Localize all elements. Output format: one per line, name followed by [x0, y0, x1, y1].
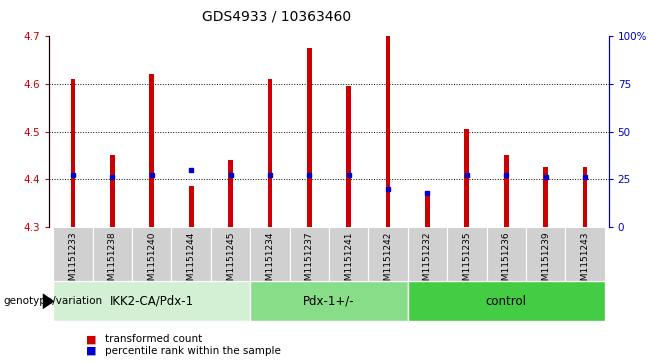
Text: GSM1151239: GSM1151239: [541, 231, 550, 292]
Text: GSM1151233: GSM1151233: [68, 231, 78, 292]
Text: GSM1151234: GSM1151234: [265, 231, 274, 292]
Bar: [465, 129, 469, 227]
Text: GSM1151242: GSM1151242: [384, 231, 393, 291]
Bar: [189, 186, 193, 227]
Bar: [53, 281, 250, 321]
Bar: [486, 227, 526, 281]
Text: GSM1151240: GSM1151240: [147, 231, 156, 292]
Bar: [307, 48, 312, 227]
Bar: [329, 227, 368, 281]
Text: GSM1151237: GSM1151237: [305, 231, 314, 292]
Bar: [425, 191, 430, 227]
Text: GSM1151245: GSM1151245: [226, 231, 235, 292]
Bar: [110, 155, 114, 227]
Text: percentile rank within the sample: percentile rank within the sample: [105, 346, 281, 356]
Bar: [211, 227, 250, 281]
Bar: [250, 281, 408, 321]
Bar: [408, 281, 605, 321]
Bar: [290, 227, 329, 281]
Bar: [172, 227, 211, 281]
Text: ■: ■: [86, 346, 96, 356]
Text: Pdx-1+/-: Pdx-1+/-: [303, 295, 355, 308]
Bar: [565, 227, 605, 281]
Bar: [544, 167, 548, 227]
Bar: [250, 227, 290, 281]
Text: GDS4933 / 10363460: GDS4933 / 10363460: [202, 9, 351, 23]
Polygon shape: [43, 293, 55, 309]
Text: ■: ■: [86, 334, 96, 344]
Bar: [228, 160, 233, 227]
Text: GSM1151238: GSM1151238: [108, 231, 117, 292]
Bar: [447, 227, 486, 281]
Bar: [408, 227, 447, 281]
Bar: [582, 167, 588, 227]
Bar: [149, 74, 154, 227]
Text: GSM1151243: GSM1151243: [580, 231, 590, 292]
Bar: [53, 227, 93, 281]
Bar: [70, 79, 76, 227]
Text: GSM1151235: GSM1151235: [463, 231, 471, 292]
Bar: [504, 155, 509, 227]
Bar: [346, 86, 351, 227]
Text: genotype/variation: genotype/variation: [3, 296, 103, 306]
Bar: [268, 79, 272, 227]
Bar: [132, 227, 172, 281]
Bar: [386, 36, 390, 227]
Text: GSM1151236: GSM1151236: [502, 231, 511, 292]
Text: GSM1151232: GSM1151232: [423, 231, 432, 292]
Text: IKK2-CA/Pdx-1: IKK2-CA/Pdx-1: [110, 295, 194, 308]
Bar: [368, 227, 408, 281]
Bar: [93, 227, 132, 281]
Text: GSM1151241: GSM1151241: [344, 231, 353, 292]
Bar: [526, 227, 565, 281]
Text: transformed count: transformed count: [105, 334, 203, 344]
Text: GSM1151244: GSM1151244: [187, 231, 195, 291]
Text: control: control: [486, 295, 527, 308]
